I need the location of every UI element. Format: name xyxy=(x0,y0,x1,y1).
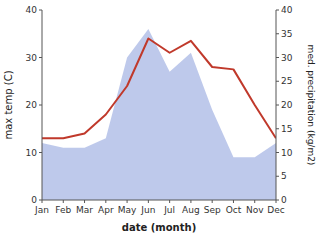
x-tick-label: Apr xyxy=(98,205,114,215)
x-tick-label: Feb xyxy=(55,205,71,215)
x-tick-label: Jul xyxy=(163,205,175,215)
x-tick xyxy=(105,200,106,203)
y2-axis-label: med. precipitation (kg/m2) xyxy=(306,45,316,166)
y-tick-label: 10 xyxy=(26,148,38,158)
x-tick-label: Dec xyxy=(267,205,284,215)
y2-tick xyxy=(276,128,279,129)
bottom-axis xyxy=(42,200,276,201)
y-tick-label: 0 xyxy=(31,195,37,205)
y2-tick-label: 10 xyxy=(281,148,293,158)
x-tick xyxy=(276,200,277,203)
x-tick-label: Nov xyxy=(246,205,264,215)
precipitation-area xyxy=(42,29,276,200)
plot-area xyxy=(42,29,276,200)
y2-tick xyxy=(276,152,279,153)
y-tick-label: 40 xyxy=(26,5,38,15)
x-tick-label: Jan xyxy=(34,205,49,215)
y2-tick xyxy=(276,33,279,34)
background xyxy=(0,0,318,247)
x-tick-label: Aug xyxy=(182,205,200,215)
y2-tick-label: 5 xyxy=(281,171,287,181)
y-tick xyxy=(39,105,42,106)
x-tick-label: Jun xyxy=(140,205,155,215)
x-tick xyxy=(233,200,234,203)
x-tick xyxy=(169,200,170,203)
temperature-line xyxy=(42,39,276,139)
x-axis-label: date (month) xyxy=(122,222,196,233)
x-tick-label: Sep xyxy=(204,205,221,215)
y-tick-label: 30 xyxy=(26,53,38,63)
x-tick-label: Oct xyxy=(226,205,242,215)
x-tick xyxy=(212,200,213,203)
x-tick xyxy=(148,200,149,203)
y2-tick-label: 35 xyxy=(281,29,292,39)
chart: 0 10 20 30 40 0 5 10 15 20 25 30 35 40 Jan Feb Mar Apr May… xyxy=(0,0,318,247)
y-tick-label: 20 xyxy=(26,100,38,110)
y2-tick-label: 40 xyxy=(281,5,293,15)
x-tick-label: May xyxy=(118,205,137,215)
y2-tick xyxy=(276,57,279,58)
y2-tick xyxy=(276,10,279,11)
y-axis-label: max temp (C) xyxy=(3,70,14,139)
x-tick xyxy=(84,200,85,203)
x-tick-label: Mar xyxy=(76,205,93,215)
y2-tick xyxy=(276,105,279,106)
y-tick xyxy=(39,152,42,153)
y2-tick-label: 30 xyxy=(281,53,293,63)
y2-tick-label: 15 xyxy=(281,124,292,134)
x-tick xyxy=(63,200,64,203)
x-tick xyxy=(127,200,128,203)
y2-tick-label: 20 xyxy=(281,100,293,110)
y2-tick xyxy=(276,81,279,82)
x-tick xyxy=(42,200,43,203)
y2-tick-label: 0 xyxy=(281,195,287,205)
x-tick xyxy=(190,200,191,203)
y-tick xyxy=(39,10,42,11)
y2-tick-label: 25 xyxy=(281,76,292,86)
y-tick xyxy=(39,57,42,58)
y2-tick xyxy=(276,176,279,177)
x-tick xyxy=(254,200,255,203)
